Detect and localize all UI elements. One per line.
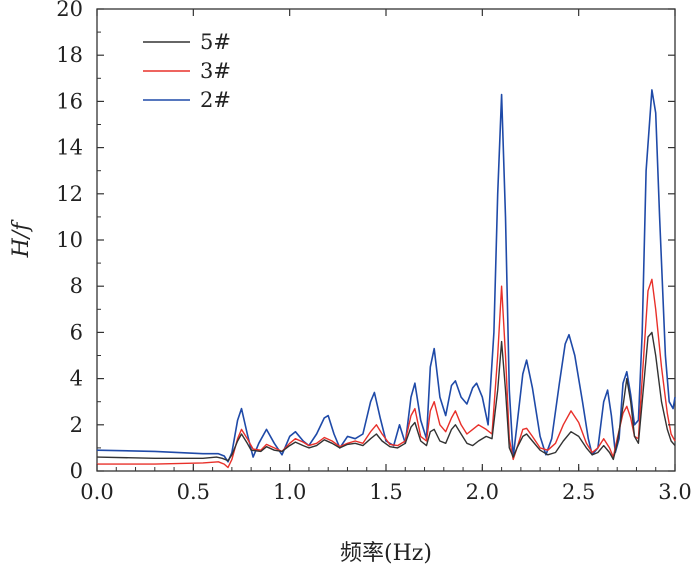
- x-axis-label: 频率(Hz): [340, 541, 432, 566]
- x-tick-label: 3.0: [658, 480, 691, 504]
- legend-label: 3#: [200, 59, 231, 83]
- y-tick-label: 10: [56, 228, 83, 252]
- y-axis: 0 2 4 6 8 10 12 14 16 18 20: [56, 0, 675, 483]
- x-tick-label: 0.5: [177, 480, 210, 504]
- legend: 5# 3# 2#: [143, 30, 231, 112]
- plot-frame: [96, 8, 676, 472]
- y-tick-label: 16: [56, 89, 83, 113]
- plot-area: [96, 8, 676, 472]
- y-tick-label: 6: [70, 320, 83, 344]
- y-tick-label: 18: [56, 43, 83, 67]
- y-tick-label: 2: [70, 413, 83, 437]
- x-tick-label: 1.0: [273, 480, 306, 504]
- y-tick-label: 20: [56, 0, 83, 21]
- y-axis-label: H/f: [9, 219, 34, 259]
- legend-label: 5#: [200, 30, 231, 54]
- legend-label: 2#: [200, 88, 231, 112]
- series-line-2num: [96, 89, 676, 463]
- series-layer: [96, 89, 676, 469]
- y-tick-label: 12: [56, 182, 83, 206]
- x-axis: 0.0 0.5 1.0 1.5 2.0 2.5 3.0: [80, 9, 692, 504]
- x-tick-label: 1.5: [369, 480, 402, 504]
- y-tick-label: 4: [70, 367, 83, 391]
- y-tick-label: 8: [70, 274, 83, 298]
- x-tick-label: 2.0: [466, 480, 499, 504]
- x-tick-label: 2.5: [562, 480, 595, 504]
- series-line-5num: [96, 331, 676, 462]
- y-tick-label: 0: [70, 459, 83, 483]
- series-line-3num: [97, 278, 676, 469]
- y-tick-label: 14: [56, 136, 83, 160]
- x-tick-label: 0.0: [80, 480, 113, 504]
